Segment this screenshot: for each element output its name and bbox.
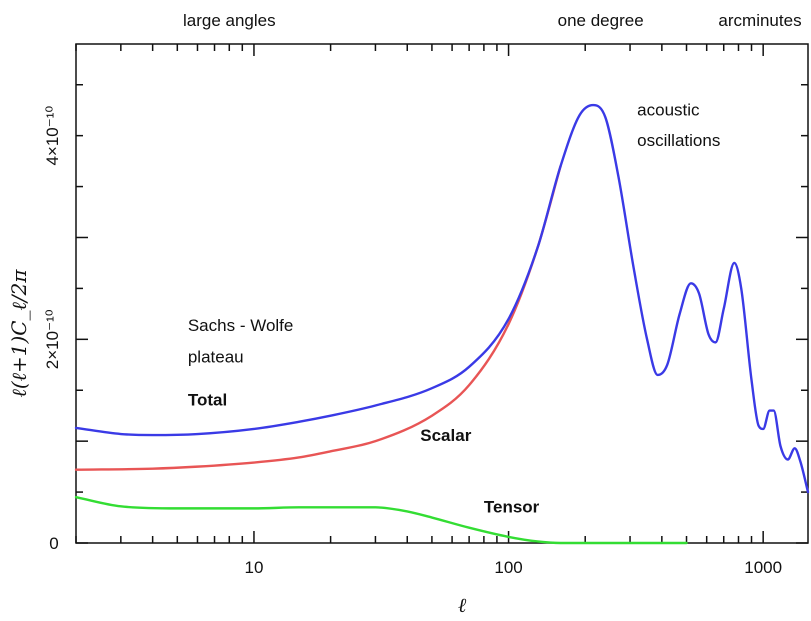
annotation-label: plateau — [188, 348, 244, 367]
x-axis-ticks: 10 100 1000 — [75, 44, 782, 577]
annotation-label: Scalar — [420, 426, 471, 445]
annotation-label: Sachs - Wolfe — [188, 316, 294, 335]
top-scale-label: large angles — [183, 11, 276, 30]
total-series-line — [74, 103, 810, 494]
annotation-label: acoustic — [637, 100, 700, 119]
y-tick-label: 4×10⁻¹⁰ — [43, 106, 62, 166]
x-tick-label: 10 — [244, 558, 263, 577]
x-tick-label: 100 — [494, 558, 522, 577]
annotations: Sachs - Wolfe plateau acoustic oscillations… — [188, 100, 720, 516]
y-tick-label: 2×10⁻¹⁰ — [43, 309, 62, 369]
annotation-label: Total — [188, 391, 227, 410]
annotation-label: oscillations — [637, 131, 720, 150]
annotation-label: Tensor — [484, 497, 540, 516]
series-lines — [74, 103, 810, 545]
plot-frame — [75, 43, 809, 544]
y-tick-label: 0 — [49, 534, 58, 553]
top-scale-label: one degree — [558, 11, 644, 30]
y-axis-ticks: 0 2×10⁻¹⁰ 4×10⁻¹⁰ — [43, 83, 808, 553]
x-tick-label: 1000 — [744, 558, 782, 577]
y-axis-label: ℓ(ℓ+1)C_ℓ/2π — [7, 269, 31, 398]
scalar-series-line — [74, 165, 562, 471]
x-axis-label: ℓ — [458, 593, 467, 617]
top-scale-labels: large angles one degree arcminutes — [183, 11, 802, 30]
top-scale-label: arcminutes — [718, 11, 801, 30]
tensor-series-line — [74, 495, 688, 545]
